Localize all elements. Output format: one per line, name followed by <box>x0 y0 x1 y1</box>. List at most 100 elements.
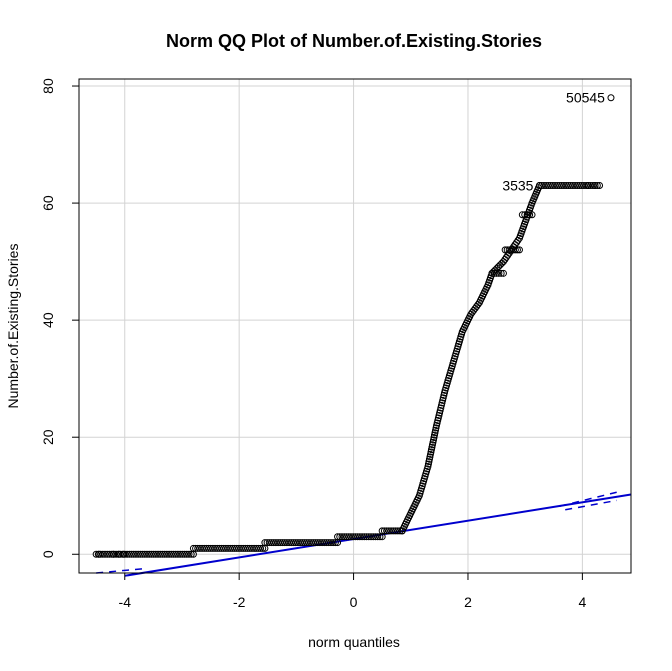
grid-lines <box>79 79 631 573</box>
data-point <box>156 550 164 558</box>
data-point <box>535 182 543 190</box>
data-point <box>327 539 335 547</box>
data-point <box>176 550 184 558</box>
data-point <box>92 550 100 558</box>
data-point <box>143 550 151 558</box>
data-point <box>128 550 136 558</box>
data-point <box>342 533 350 541</box>
data-point <box>303 539 311 547</box>
data-point <box>305 539 313 547</box>
data-point <box>378 527 386 535</box>
data-point <box>356 533 364 541</box>
data-point <box>371 533 379 541</box>
data-point <box>596 182 604 190</box>
data-point <box>272 539 280 547</box>
data-point <box>189 544 197 552</box>
data-point <box>192 544 200 552</box>
data-point <box>226 544 234 552</box>
data-point <box>170 550 178 558</box>
data-point <box>231 544 239 552</box>
data-point <box>562 182 570 190</box>
data-point <box>380 527 388 535</box>
data-point <box>172 550 180 558</box>
data-point <box>336 533 344 541</box>
data-point <box>360 533 368 541</box>
data-point <box>314 539 322 547</box>
y-tick-label: 40 <box>40 312 56 328</box>
chart-title: Norm QQ Plot of Number.of.Existing.Stori… <box>166 31 542 51</box>
data-point <box>218 544 226 552</box>
data-point <box>244 544 252 552</box>
data-point <box>521 211 529 219</box>
data-point <box>120 550 128 558</box>
data-point <box>215 544 223 552</box>
data-point <box>287 539 295 547</box>
data-point <box>316 539 324 547</box>
data-point <box>187 550 195 558</box>
data-point <box>558 182 566 190</box>
data-point <box>392 527 400 535</box>
data-point <box>564 182 572 190</box>
data-point <box>385 527 393 535</box>
confidence-band-lower <box>96 567 148 574</box>
data-point <box>576 182 584 190</box>
data-point <box>250 544 258 552</box>
data-point <box>211 544 219 552</box>
data-point <box>152 550 160 558</box>
data-point <box>290 539 298 547</box>
x-tick-label: 2 <box>464 594 472 610</box>
data-point <box>582 182 590 190</box>
data-point <box>553 182 561 190</box>
data-point <box>174 550 182 558</box>
x-axis: -4 -2 0 2 4 <box>119 572 586 610</box>
data-point <box>338 533 346 541</box>
data-point <box>181 550 189 558</box>
data-point <box>349 533 357 541</box>
data-point <box>207 544 215 552</box>
data-point <box>202 544 210 552</box>
x-axis-label: norm quantiles <box>308 634 400 650</box>
confidence-band-lower-right <box>565 499 617 511</box>
data-point <box>374 533 382 541</box>
data-point <box>150 550 158 558</box>
data-point <box>205 544 213 552</box>
data-point <box>185 550 193 558</box>
data-point <box>161 550 169 558</box>
data-point <box>569 182 577 190</box>
data-point <box>363 533 371 541</box>
data-point <box>261 539 269 547</box>
data-point <box>358 533 366 541</box>
data-point <box>274 539 282 547</box>
data-point <box>254 544 262 552</box>
y-tick-label: 0 <box>40 550 56 558</box>
data-point <box>265 539 273 547</box>
data-point <box>141 550 149 558</box>
data-point <box>178 550 186 558</box>
data-point <box>387 527 395 535</box>
data-point <box>285 539 293 547</box>
data-point <box>573 182 581 190</box>
data-point <box>591 182 599 190</box>
data-point <box>209 544 217 552</box>
data-point <box>263 539 271 547</box>
data-point <box>580 182 588 190</box>
data-point <box>123 550 131 558</box>
data-point <box>222 544 230 552</box>
data-point <box>228 544 236 552</box>
data-point <box>167 550 175 558</box>
y-axis: 0 20 40 60 80 <box>40 78 80 558</box>
data-point <box>136 550 144 558</box>
data-point <box>544 182 552 190</box>
data-point <box>132 550 140 558</box>
data-point <box>587 182 595 190</box>
data-point <box>99 550 107 558</box>
data-point <box>224 544 232 552</box>
data-point <box>307 539 315 547</box>
y-tick-label: 80 <box>40 78 56 94</box>
data-point <box>163 550 171 558</box>
data-point <box>389 527 397 535</box>
data-point <box>279 539 287 547</box>
data-point <box>312 539 320 547</box>
data-point <box>165 550 173 558</box>
